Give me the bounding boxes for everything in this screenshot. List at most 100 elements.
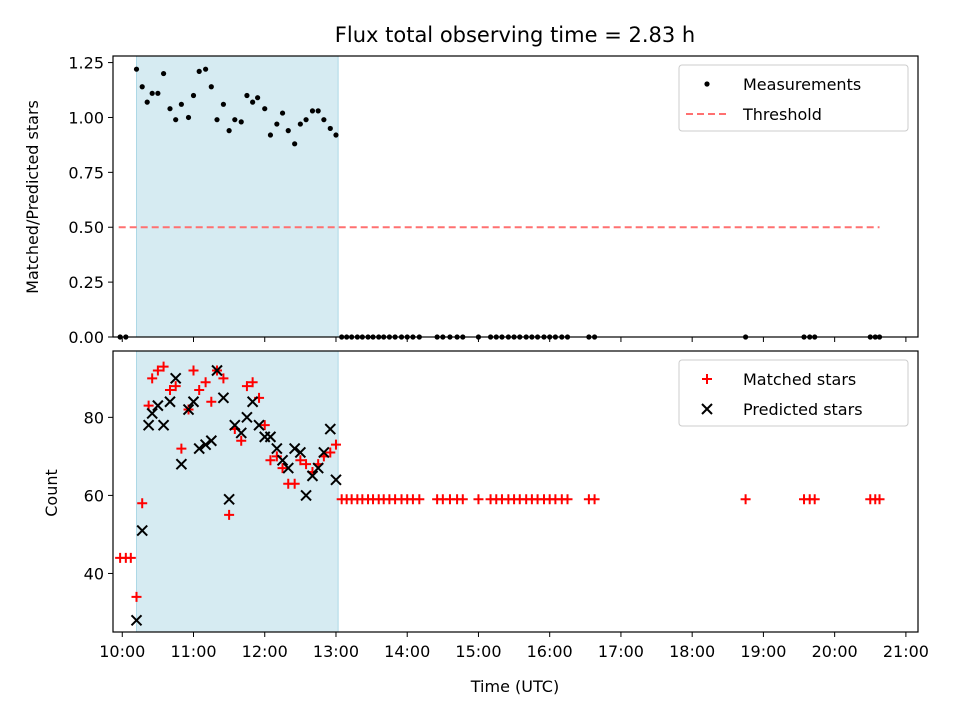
- data-point: [333, 132, 339, 138]
- data-point: [265, 455, 276, 466]
- data-point: [144, 99, 150, 105]
- data-point: [199, 438, 212, 451]
- data-point: [142, 419, 155, 431]
- data-point: [164, 396, 176, 408]
- data-point: [589, 494, 600, 505]
- legend-label: Measurements: [743, 75, 861, 94]
- y-tick-label: 0.75: [68, 163, 104, 182]
- data-point: [300, 489, 312, 502]
- data-point: [157, 419, 170, 431]
- data-point: [740, 494, 751, 505]
- data-point: [255, 95, 261, 101]
- x-tick-label: 20:00: [812, 642, 858, 661]
- bottom-subplot: 40 60 80 10:00 11:00 12:00 13:00 14:00 15:00 16:0…: [84, 350, 929, 661]
- x-axis-label: Time (UTC): [470, 677, 559, 696]
- legend-label: Predicted stars: [743, 400, 863, 419]
- legend: Matched stars Predicted stars: [678, 359, 909, 427]
- axes-frame: [112, 350, 919, 633]
- data-point: [274, 121, 280, 127]
- data-point: [321, 117, 327, 123]
- data-point: [167, 106, 173, 112]
- data-point: [196, 68, 202, 74]
- data-point: [158, 361, 169, 372]
- data-point: [324, 423, 336, 435]
- y-tick-label: 0.00: [68, 328, 104, 347]
- data-point: [164, 385, 175, 396]
- data-point: [250, 99, 256, 105]
- data-point: [236, 435, 247, 446]
- data-point: [262, 106, 268, 112]
- x-tick-label: 17:00: [598, 642, 644, 661]
- observing-span: [136, 55, 339, 338]
- data-point: [160, 70, 167, 77]
- data-point: [253, 419, 265, 431]
- x-tick-label: 14:00: [384, 642, 430, 661]
- data-point: [214, 117, 220, 123]
- x-tick-label: 10:00: [99, 642, 145, 661]
- y-tick-label: 80: [84, 408, 104, 427]
- data-point: [276, 454, 289, 466]
- data-point: [208, 84, 214, 90]
- data-point: [301, 459, 312, 470]
- data-point: [292, 141, 298, 147]
- x-tick-label: 12:00: [242, 642, 288, 661]
- data-point: [259, 420, 270, 431]
- data-point: [473, 494, 484, 505]
- data-point: [318, 446, 330, 459]
- data-point: [246, 396, 259, 408]
- legend-label: Matched stars: [743, 370, 856, 389]
- data-point: [295, 455, 306, 466]
- data-point: [193, 442, 205, 455]
- data-point: [152, 399, 164, 412]
- data-point: [155, 90, 161, 96]
- data-point: [169, 372, 182, 385]
- observing-span: [136, 350, 339, 633]
- data-point: [206, 396, 217, 407]
- data-point: [277, 463, 288, 474]
- data-point: [187, 396, 200, 408]
- data-point: [264, 431, 277, 443]
- data-point: [327, 125, 333, 132]
- data-point: [149, 90, 155, 96]
- data-point: [562, 494, 573, 505]
- data-point: [224, 509, 235, 520]
- data-point: [271, 442, 283, 455]
- data-point: [312, 462, 324, 474]
- data-point: [315, 108, 321, 114]
- x-tick-label: 13:00: [313, 642, 359, 661]
- x-tick-label: 19:00: [740, 642, 786, 661]
- data-point: [133, 66, 140, 72]
- legend-marker: [704, 81, 710, 87]
- data-point: [182, 403, 195, 416]
- data-point: [130, 614, 143, 626]
- x-tick-label: 11:00: [170, 642, 216, 661]
- data-point: [294, 446, 307, 459]
- data-point: [190, 92, 197, 99]
- data-point: [309, 108, 316, 114]
- data-point: [175, 458, 188, 470]
- data-point: [211, 364, 223, 377]
- data-point: [289, 478, 300, 489]
- data-point: [136, 524, 148, 537]
- data-point: [325, 447, 336, 458]
- data-point: [303, 117, 309, 123]
- data-point: [137, 498, 148, 509]
- data-point: [235, 427, 247, 439]
- data-point: [176, 443, 187, 454]
- x-tick-label: 15:00: [455, 642, 501, 661]
- data-point: [226, 128, 232, 134]
- data-point: [244, 92, 250, 99]
- bottom-y-axis-label: Count: [42, 469, 61, 517]
- data-point: [330, 474, 342, 486]
- y-tick-label: 40: [84, 564, 104, 583]
- data-point: [285, 128, 291, 134]
- data-point: [131, 591, 142, 602]
- legend-marker: [701, 403, 713, 415]
- legend: Measurements Threshold: [678, 64, 909, 132]
- x-tick-label: 21:00: [883, 642, 929, 661]
- y-tick-label: 1.25: [68, 54, 104, 73]
- data-point: [152, 365, 163, 376]
- data-point: [279, 110, 286, 116]
- data-point: [194, 385, 205, 396]
